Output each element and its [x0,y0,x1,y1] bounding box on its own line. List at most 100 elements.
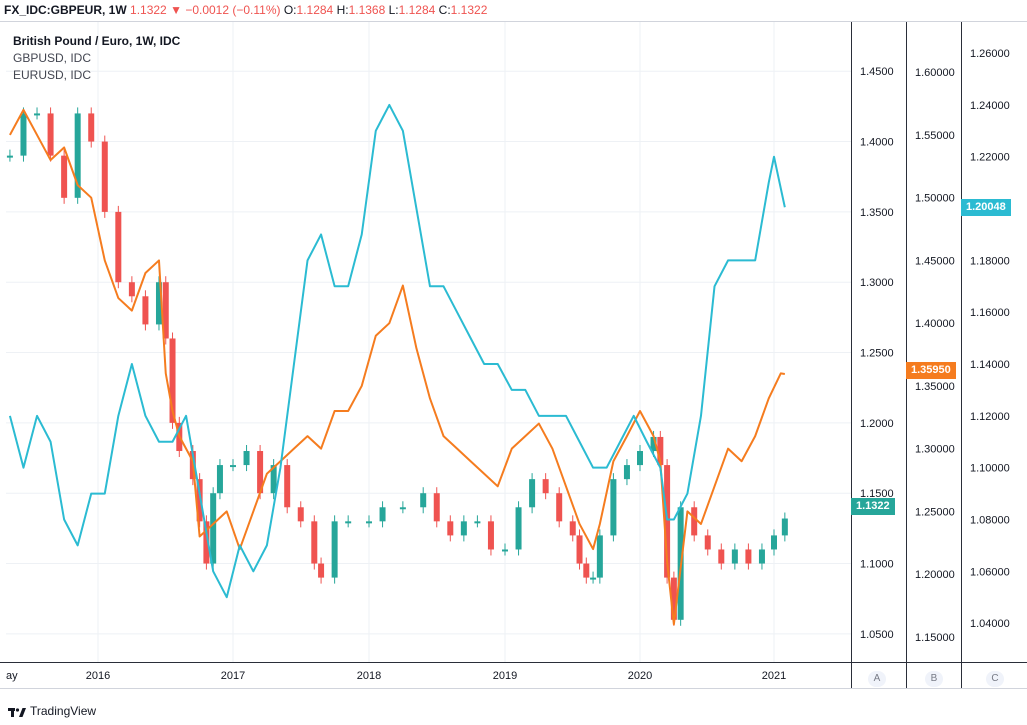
candle-body [331,521,338,578]
last-price: 1.1322 [130,3,167,17]
plot-area[interactable] [6,103,788,626]
candle-body [637,451,643,466]
candle-body [623,465,630,480]
candle-body [542,479,549,494]
candle-body [758,549,765,564]
candle-body [196,479,203,522]
candle-body [20,113,27,156]
candle-body [590,577,597,580]
axis-tick-label: 1.12000 [970,411,1010,423]
axis-tick-label: 1.4500 [860,66,894,78]
candle-body [169,338,176,423]
open-label: O: [283,3,297,17]
symbol-header: FX_IDC:GBPEUR, 1W 1.1322 ▼ −0.0012 (−0.1… [4,3,487,17]
candle-body [556,493,563,522]
candle-body [311,521,318,564]
eurusd-last-tag: 1.20048 [961,199,1011,216]
candle-body [447,521,454,536]
gbpusd-line[interactable] [9,108,785,626]
candle-body [230,465,236,468]
axis-tick-label: 1.35000 [915,381,955,393]
candle-body [162,282,169,339]
axis-tick-label: 1.1500 [860,488,894,500]
axis-tick-label: 1.3000 [860,277,894,289]
candle-body [502,549,508,552]
legend-main-series[interactable]: British Pound / Euro, 1W, IDC [13,34,181,48]
scale-a-button[interactable]: A [868,671,886,687]
candle-body [6,155,13,158]
candle-body [771,535,777,550]
tradingview-brand[interactable]: TradingView [8,704,96,718]
candle-body [781,518,788,536]
candle-body [366,521,372,524]
candle-body [155,282,162,325]
axis-tick-label: 1.24000 [970,100,1010,112]
axis-tick-label: 1.06000 [970,566,1010,578]
brand-name: TradingView [30,704,97,718]
scale-c-button[interactable]: C [986,671,1004,687]
price-axes[interactable]: 1.4500 1.4000 1.3500 1.3000 1.2500 1.2000 1.15… [0,21,1027,689]
axis-tick-label: 1.1000 [860,559,894,571]
time-axis[interactable]: ay 2016 2017 2018 2019 2020 2021 [6,670,786,682]
legend-eurusd[interactable]: EURUSD, IDC [13,68,92,82]
candle-body [610,479,617,536]
candle-body [529,479,536,508]
axis-tick-label: 1.55000 [915,130,955,142]
time-tick-label: ay [6,670,18,682]
time-tick-label: 2021 [762,670,786,682]
candle-body [718,549,725,564]
open-value: 1.1284 [296,3,334,17]
low-value: 1.1284 [398,3,436,17]
candle-body [474,521,481,524]
axis-tick-label: 1.50000 [915,193,955,205]
candle-body [399,507,406,510]
candle-body [128,282,135,297]
tradingview-logo-icon [8,707,26,717]
low-label: L: [388,3,399,17]
time-tick-label: 2017 [221,670,245,682]
gbpusd-last-tag: 1.35950 [906,362,956,379]
time-tick-label: 2019 [493,670,517,682]
candle-body [270,465,277,494]
candle-body [657,436,664,466]
candle-body [745,549,752,564]
axis-tick-label: 1.16000 [970,307,1010,319]
axis-tick-label: 1.14000 [970,359,1010,371]
candle-body [216,465,223,494]
candle-body [420,493,427,508]
axis-tick-label: 1.26000 [970,48,1010,60]
candle-body [47,113,54,156]
close-label: C: [438,3,451,17]
axis-tick-label: 1.22000 [970,152,1010,164]
candle-body [115,211,122,283]
candle-body [583,563,590,578]
candle-body [74,113,81,198]
candle-body [569,521,576,536]
gbpeur-last-tag: 1.1322 [851,498,895,515]
candle-body [345,521,352,524]
eurusd-line[interactable] [8,103,786,599]
candle-body [670,577,677,620]
candle-body [88,113,95,142]
time-tick-label: 2018 [357,670,381,682]
candle-body [576,535,583,564]
candle-body [731,549,738,564]
symbol-label[interactable]: FX_IDC:GBPEUR, 1W [4,3,127,17]
candle-body [460,521,467,536]
legend-gbpusd[interactable]: GBPUSD, IDC [13,51,92,65]
candle-body [243,451,250,466]
axis-tick-label: 1.25000 [915,506,955,518]
axis-tick-label: 1.45000 [915,255,955,267]
high-value: 1.1368 [348,3,386,17]
candle-body [142,296,149,325]
axis-tick-label: 1.3500 [860,207,894,219]
time-tick-label: 2016 [86,670,110,682]
candle-body [691,507,698,536]
axis-tick-label: 1.60000 [915,67,955,79]
candle-body [257,451,264,494]
scale-b-button[interactable]: B [925,671,943,687]
axis-tick-label: 1.2500 [860,348,894,360]
price-change: −0.0012 (−0.11%) [185,3,281,17]
candle-body [433,493,440,522]
candle-body [596,535,603,578]
